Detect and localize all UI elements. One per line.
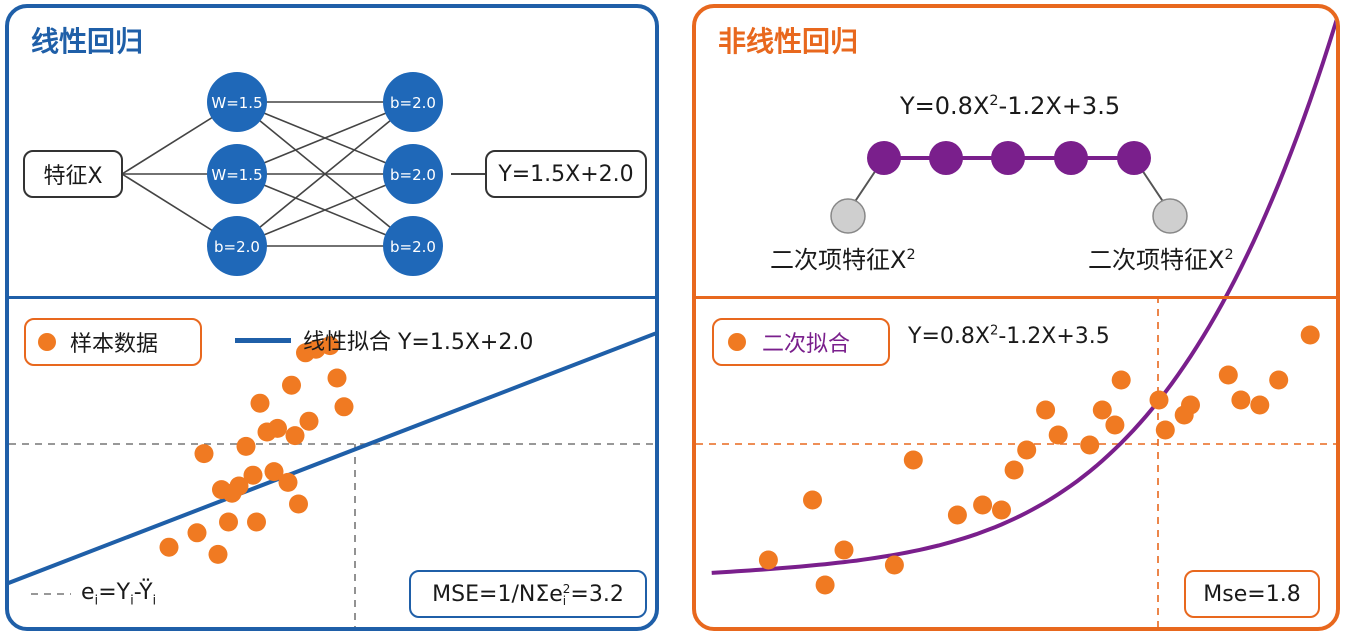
hidden-node-2-2 xyxy=(383,144,443,204)
hidden-node-1-2-label: W=1.5 xyxy=(211,166,262,184)
nonlinear-panel-divider xyxy=(696,296,1336,299)
sample-point xyxy=(320,336,340,356)
quadratic-fit-curve xyxy=(711,14,1336,575)
quadratic-sample-point xyxy=(815,575,835,595)
sample-point xyxy=(282,375,301,395)
sample-point xyxy=(289,494,308,514)
linear-fit-legend-label: 线性拟合 Y=1.5X+2.0 xyxy=(303,330,534,355)
quadratic-sample-point xyxy=(884,555,904,575)
sample-point xyxy=(285,426,305,446)
quadratic-sample-point xyxy=(1269,370,1289,390)
hidden-node-2-1 xyxy=(383,72,443,132)
quadratic-sample-point xyxy=(803,490,822,510)
sample-point xyxy=(250,393,270,413)
quadratic-sample-point xyxy=(1080,435,1100,455)
quadratic-sample-point xyxy=(1048,425,1068,445)
chain-node-1 xyxy=(867,141,901,175)
sample-point xyxy=(159,537,179,557)
quadratic-sample-point xyxy=(1181,395,1200,415)
quadratic-formula-top: Y=0.8X2-1.2X+3.5 xyxy=(900,92,1121,120)
hidden-node-1-2 xyxy=(207,144,267,204)
quadratic-legend-formula: Y=0.8X2-1.2X+3.5 xyxy=(908,323,1110,349)
hidden-node-1-1-label: W=1.5 xyxy=(211,94,262,112)
linear-panel-divider xyxy=(9,296,655,299)
sample-point xyxy=(194,444,214,464)
chain-feature-label-left: 二次项特征X2 xyxy=(770,246,916,274)
network-edge xyxy=(236,173,414,247)
hidden-node-2-3-label: b=2.0 xyxy=(390,238,436,256)
input-feature-box: 特征X xyxy=(23,150,123,198)
sample-point xyxy=(236,436,256,456)
sample-point xyxy=(229,476,249,496)
sample-point xyxy=(187,523,207,543)
quadratic-legend-box: 二次拟合 xyxy=(712,318,890,366)
quadratic-point-legend-marker xyxy=(728,333,746,351)
network-edge xyxy=(236,101,414,247)
chain-node-3 xyxy=(991,141,1025,175)
quadratic-sample-point xyxy=(1149,390,1169,410)
hidden-node-1-3-label: b=2.0 xyxy=(214,238,260,256)
linear-legend-box: 样本数据 xyxy=(24,318,202,366)
quadratic-sample-point xyxy=(1155,420,1175,440)
quadratic-sample-point xyxy=(1231,390,1251,410)
linear-regression-panel: 线性回归 W=1.5 W=1.5 b=2.0 b=2.0 b=2.0 b=2.0 特征X … xyxy=(5,4,659,631)
quadratic-sample-point xyxy=(1250,395,1270,415)
quadratic-sample-point xyxy=(758,550,778,570)
hidden-node-2-3 xyxy=(383,216,443,276)
output-formula-box: Y=1.5X+2.0 xyxy=(485,150,647,198)
sample-point xyxy=(278,472,298,492)
nonlinear-regression-graphics xyxy=(696,14,1336,627)
quadratic-sample-point xyxy=(992,500,1011,520)
chain-node-5 xyxy=(1117,141,1151,175)
sample-point xyxy=(299,411,319,431)
chain-feature-label-right: 二次项特征X2 xyxy=(1088,246,1234,274)
quadratic-sample-point xyxy=(1105,415,1125,435)
mse-label-nonlinear: Mse=1.8 xyxy=(1203,581,1301,607)
network-edge xyxy=(236,101,414,175)
input-feature-label: 特征X xyxy=(43,164,103,189)
linear-regression-title: 线性回归 xyxy=(31,25,144,58)
quadratic-legend-label: 二次拟合 xyxy=(762,332,851,357)
quadratic-sample-point xyxy=(1300,325,1320,345)
sample-point xyxy=(247,512,266,532)
sample-data-legend-label: 样本数据 xyxy=(70,332,159,357)
linear-regression-graphics: W=1.5 W=1.5 b=2.0 b=2.0 b=2.0 b=2.0 xyxy=(9,72,655,627)
hidden-node-2-2-label: b=2.0 xyxy=(390,166,436,184)
quadratic-sample-point xyxy=(1004,460,1024,480)
mse-label: MSE=1/NΣe 2 i =3.2 xyxy=(432,581,624,608)
quadratic-sample-point xyxy=(1092,400,1112,420)
quadratic-sample-point xyxy=(1017,440,1037,460)
quadratic-sample-point xyxy=(1111,370,1131,390)
quadratic-sample-point xyxy=(947,505,967,525)
quadratic-sample-point xyxy=(973,495,993,515)
sample-point xyxy=(334,397,354,417)
sample-point xyxy=(208,544,228,564)
hidden-node-1-1 xyxy=(207,72,267,132)
nonlinear-regression-title: 非线性回归 xyxy=(718,25,859,58)
sample-point-legend-marker xyxy=(38,333,56,351)
chain-node-4 xyxy=(1054,141,1088,175)
output-formula-label: Y=1.5X+2.0 xyxy=(498,161,634,187)
chain-feature-node-right xyxy=(1152,198,1188,234)
linear-fit-legend-swatch xyxy=(235,338,291,343)
sample-point xyxy=(268,418,287,438)
quadratic-sample-point xyxy=(1218,365,1238,385)
mse-box: MSE=1/NΣe 2 i =3.2 xyxy=(409,570,647,618)
quadratic-sample-point xyxy=(1036,400,1056,420)
hidden-node-1-3 xyxy=(207,216,267,276)
sample-point xyxy=(219,512,238,532)
chain-node-2 xyxy=(929,141,963,175)
quadratic-sample-point xyxy=(903,450,923,470)
quadratic-sample-point xyxy=(834,540,854,560)
residual-formula: ei=Yi-Ÿi xyxy=(81,580,157,609)
chain-feature-node-left xyxy=(830,198,866,234)
sample-point xyxy=(243,465,263,485)
sample-point xyxy=(327,368,347,388)
mse-box-nonlinear: Mse=1.8 xyxy=(1184,570,1320,618)
linear-fit-line xyxy=(9,331,655,585)
sample-point xyxy=(264,462,284,482)
hidden-node-2-1-label: b=2.0 xyxy=(390,94,436,112)
nonlinear-regression-panel: 非线性回归 Y=0.8X2-1.2X+3.5 二次项特征X2 二次项特征X2 二… xyxy=(692,4,1340,631)
